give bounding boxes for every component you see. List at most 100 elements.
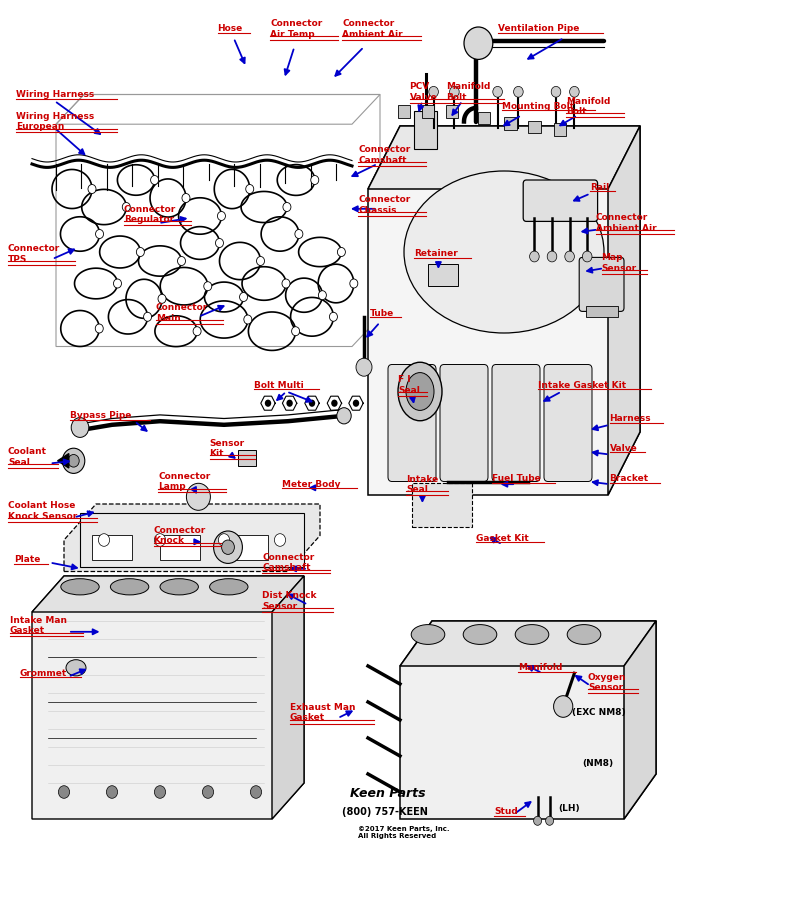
Circle shape bbox=[214, 531, 242, 563]
Circle shape bbox=[136, 248, 144, 256]
Circle shape bbox=[178, 256, 186, 266]
Text: Connector
Chassis: Connector Chassis bbox=[358, 195, 410, 215]
Text: Gasket Kit: Gasket Kit bbox=[476, 534, 529, 543]
Circle shape bbox=[350, 279, 358, 288]
Circle shape bbox=[534, 816, 542, 825]
Circle shape bbox=[218, 534, 230, 546]
Bar bbox=[504, 117, 517, 130]
Text: Manifold
Bolt: Manifold Bolt bbox=[566, 96, 610, 116]
Ellipse shape bbox=[66, 660, 86, 676]
Text: Mounting Bolt: Mounting Bolt bbox=[502, 102, 574, 111]
Circle shape bbox=[154, 534, 166, 546]
Circle shape bbox=[204, 282, 212, 291]
Circle shape bbox=[95, 230, 103, 238]
Text: Intake Gasket Kit: Intake Gasket Kit bbox=[538, 381, 626, 390]
Text: Harness: Harness bbox=[610, 414, 651, 423]
Circle shape bbox=[114, 279, 122, 288]
Circle shape bbox=[493, 86, 502, 97]
Ellipse shape bbox=[398, 362, 442, 421]
Text: PCV
Valve: PCV Valve bbox=[410, 82, 438, 102]
Text: Keen Parts: Keen Parts bbox=[350, 788, 426, 800]
Text: (EXC NM8): (EXC NM8) bbox=[572, 708, 626, 717]
Circle shape bbox=[98, 534, 110, 546]
Circle shape bbox=[547, 251, 557, 262]
Circle shape bbox=[570, 86, 579, 97]
Circle shape bbox=[530, 251, 539, 262]
Polygon shape bbox=[624, 621, 656, 819]
Polygon shape bbox=[64, 504, 320, 572]
FancyBboxPatch shape bbox=[579, 257, 624, 311]
Circle shape bbox=[239, 292, 247, 302]
Circle shape bbox=[257, 256, 265, 266]
Text: Connector
TPS: Connector TPS bbox=[8, 244, 60, 264]
Circle shape bbox=[143, 312, 151, 321]
Bar bbox=[412, 483, 472, 526]
Ellipse shape bbox=[515, 625, 549, 644]
Polygon shape bbox=[608, 126, 640, 495]
Circle shape bbox=[309, 400, 315, 407]
Text: Map
Sensor: Map Sensor bbox=[602, 253, 637, 273]
Text: (800) 757-KEEN: (800) 757-KEEN bbox=[342, 806, 428, 817]
Ellipse shape bbox=[463, 625, 497, 644]
Bar bbox=[228, 535, 268, 560]
Text: Connector
Knock: Connector Knock bbox=[154, 526, 206, 545]
Circle shape bbox=[429, 86, 438, 97]
Text: Connector
Camshaft: Connector Camshaft bbox=[262, 553, 314, 572]
Text: Bracket: Bracket bbox=[610, 474, 649, 483]
Circle shape bbox=[95, 324, 103, 333]
Polygon shape bbox=[368, 126, 640, 495]
FancyBboxPatch shape bbox=[388, 364, 436, 482]
Text: Intake
Seal: Intake Seal bbox=[406, 474, 438, 494]
Circle shape bbox=[514, 86, 523, 97]
Circle shape bbox=[222, 540, 234, 554]
Ellipse shape bbox=[160, 579, 198, 595]
Text: Manifold
Bolt: Manifold Bolt bbox=[446, 82, 490, 102]
Circle shape bbox=[71, 418, 89, 437]
Bar bbox=[528, 121, 541, 133]
Text: Tube: Tube bbox=[370, 309, 394, 318]
Bar bbox=[398, 105, 410, 118]
Circle shape bbox=[286, 400, 293, 407]
FancyBboxPatch shape bbox=[523, 180, 598, 221]
Text: Connector
Air Temp: Connector Air Temp bbox=[270, 19, 322, 39]
Ellipse shape bbox=[110, 579, 149, 595]
Text: Wiring Harness: Wiring Harness bbox=[16, 90, 94, 99]
Ellipse shape bbox=[210, 579, 248, 595]
Text: Connector
Regulator: Connector Regulator bbox=[124, 204, 176, 224]
Ellipse shape bbox=[411, 625, 445, 644]
Circle shape bbox=[88, 184, 96, 194]
Bar bbox=[160, 535, 200, 560]
Circle shape bbox=[202, 786, 214, 798]
Text: Connector
Main: Connector Main bbox=[156, 303, 208, 323]
Circle shape bbox=[356, 358, 372, 376]
Circle shape bbox=[282, 279, 290, 288]
Text: Exhaust Man
Gasket: Exhaust Man Gasket bbox=[290, 703, 355, 723]
Circle shape bbox=[244, 315, 252, 324]
Bar bbox=[92, 535, 132, 560]
Circle shape bbox=[551, 86, 561, 97]
Bar bbox=[428, 264, 458, 286]
Text: Retainer: Retainer bbox=[414, 249, 458, 258]
Circle shape bbox=[338, 248, 346, 256]
Text: Ventilation Pipe: Ventilation Pipe bbox=[498, 24, 579, 33]
Circle shape bbox=[353, 400, 359, 407]
Circle shape bbox=[337, 408, 351, 424]
Circle shape bbox=[554, 696, 573, 717]
Text: Meter Body: Meter Body bbox=[282, 480, 340, 489]
Text: Fuel Tube: Fuel Tube bbox=[492, 474, 541, 483]
Circle shape bbox=[464, 27, 493, 59]
Text: Wiring Harness
European: Wiring Harness European bbox=[16, 112, 94, 131]
Circle shape bbox=[215, 238, 223, 248]
Text: Dist Knock
Sensor: Dist Knock Sensor bbox=[262, 591, 317, 611]
Ellipse shape bbox=[567, 625, 601, 644]
Circle shape bbox=[274, 534, 286, 546]
Polygon shape bbox=[58, 454, 69, 468]
Text: Coolant
Seal: Coolant Seal bbox=[8, 447, 47, 467]
Text: Connector
Ambient Air: Connector Ambient Air bbox=[342, 19, 403, 39]
Bar bbox=[422, 105, 434, 118]
Text: Sensor
Kit: Sensor Kit bbox=[210, 438, 245, 458]
FancyBboxPatch shape bbox=[440, 364, 488, 482]
Bar bbox=[478, 112, 490, 124]
FancyBboxPatch shape bbox=[492, 364, 540, 482]
Circle shape bbox=[182, 194, 190, 202]
